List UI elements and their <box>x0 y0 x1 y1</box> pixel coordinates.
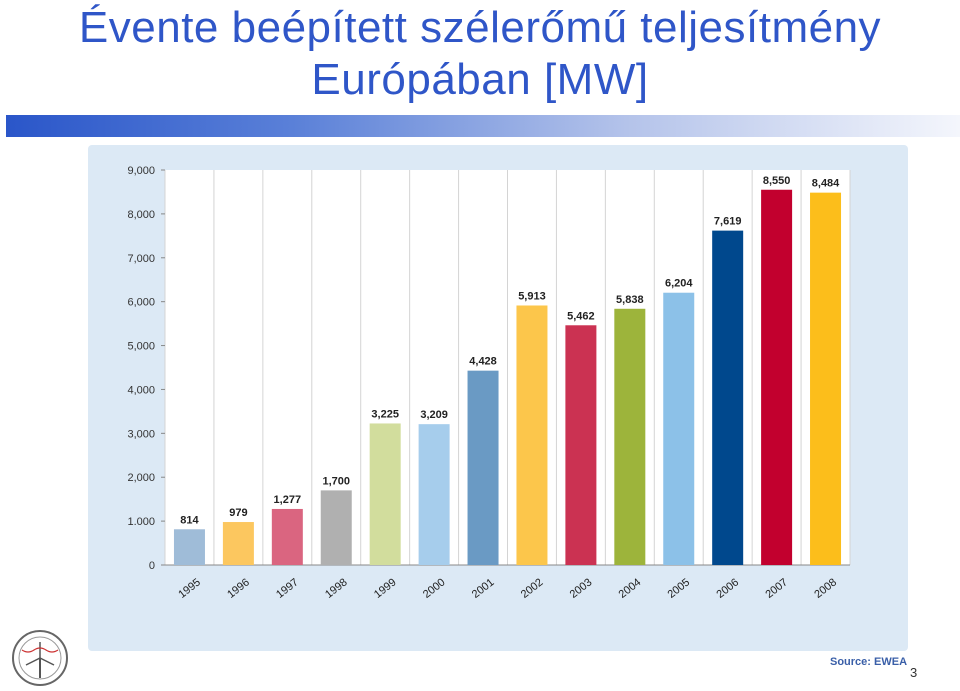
x-tick-label: 2003 <box>568 576 595 601</box>
x-tick-label: 2002 <box>519 576 546 601</box>
bar <box>467 370 499 565</box>
bar <box>516 305 548 565</box>
bar <box>222 522 254 565</box>
data-label: 7,619 <box>714 216 742 228</box>
y-tick-label: 1.000 <box>127 516 155 528</box>
y-tick-label: 5,000 <box>127 341 155 353</box>
data-label: 4,428 <box>469 356 497 368</box>
data-label: 3,225 <box>371 408 399 420</box>
x-tick-label: 2006 <box>714 576 741 601</box>
data-label: 5,913 <box>518 290 546 302</box>
y-tick-label: 3,000 <box>127 428 155 440</box>
x-tick-label: 2008 <box>812 576 839 601</box>
y-tick-label: 4,000 <box>127 384 155 396</box>
x-tick-label: 2001 <box>470 576 497 601</box>
data-label: 6,204 <box>665 278 693 290</box>
y-tick-label: 0 <box>149 560 155 572</box>
source-label: Source: EWEA <box>830 656 908 668</box>
title-gradient-bar <box>6 115 960 137</box>
x-tick-label: 1995 <box>176 576 203 601</box>
data-label: 979 <box>229 507 247 519</box>
data-label: 8,550 <box>763 175 791 187</box>
slide-title-line-1: Évente beépített szélerőmű teljesítmény <box>78 3 882 52</box>
bar-chart: 0 1.000 2,000 3,000 4,000 5,000 6,000 7,000 8,00… <box>127 165 851 601</box>
y-tick-label: 2,000 <box>127 472 155 484</box>
slide-title-line-2: Európában [MW] <box>311 55 649 104</box>
data-label: 814 <box>180 514 199 526</box>
bar <box>173 529 205 565</box>
y-tick-label: 9,000 <box>127 165 155 177</box>
bar <box>761 189 793 565</box>
association-logo <box>12 630 68 686</box>
data-label: 1,700 <box>322 475 350 487</box>
bar <box>271 508 303 565</box>
page-number: 3 <box>910 665 918 680</box>
data-label: 5,838 <box>616 294 644 306</box>
x-tick-label: 2005 <box>666 576 693 601</box>
bar <box>369 423 401 565</box>
x-tick-label: 2004 <box>617 576 644 601</box>
bar <box>565 325 597 565</box>
x-tick-label: 2000 <box>421 576 448 601</box>
data-label: 3,209 <box>420 409 448 421</box>
data-label: 1,277 <box>274 494 302 506</box>
y-tick-label: 8,000 <box>127 209 155 221</box>
bar <box>810 192 842 565</box>
bar <box>614 308 646 565</box>
x-tick-label: 2007 <box>763 576 790 601</box>
bar <box>418 424 450 565</box>
y-tick-label: 7,000 <box>127 253 155 265</box>
x-tick-label: 1999 <box>372 576 399 601</box>
x-tick-label: 1996 <box>225 576 252 601</box>
slide-title: Évente beépített szélerőmű teljesítmény … <box>0 2 960 106</box>
x-tick-label: 1997 <box>274 576 301 601</box>
data-label: 8,484 <box>812 178 840 190</box>
x-tick-label: 1998 <box>323 576 350 601</box>
data-label: 5,462 <box>567 310 595 322</box>
bar <box>663 292 695 565</box>
y-tick-label: 6,000 <box>127 297 155 309</box>
chart-panel: 0 1.000 2,000 3,000 4,000 5,000 6,000 7,000 8,00… <box>88 145 908 651</box>
bar <box>320 490 352 565</box>
bar <box>712 230 744 565</box>
